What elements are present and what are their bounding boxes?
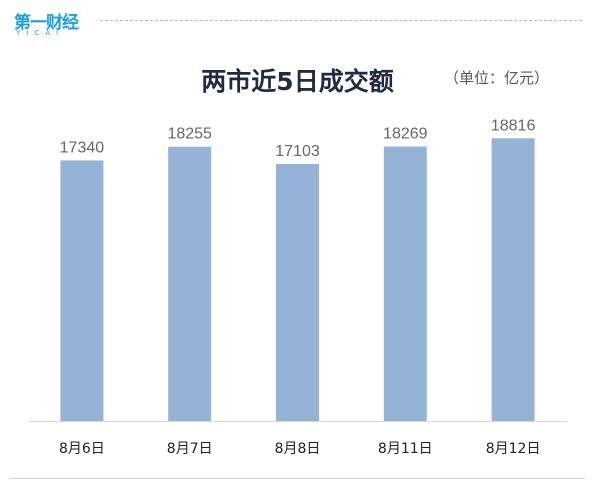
- bar-value-label: 18816: [491, 117, 536, 134]
- bar: [492, 138, 535, 421]
- bar-value-label: 18255: [167, 126, 212, 143]
- bar: [276, 164, 319, 421]
- x-tick-label: 8月12日: [486, 441, 541, 457]
- bar: [60, 160, 103, 421]
- bar: [168, 147, 211, 421]
- x-tick-label: 8月8日: [275, 441, 321, 457]
- bar-value-label: 18269: [383, 125, 428, 142]
- bottom-border: [10, 478, 585, 479]
- x-tick-label: 8月7日: [167, 441, 213, 457]
- x-tick-label: 8月6日: [59, 441, 105, 457]
- x-tick-label: 8月11日: [378, 441, 433, 457]
- bar: [384, 146, 427, 421]
- bar-value-label: 17340: [60, 139, 105, 156]
- bar-value-label: 17103: [275, 143, 320, 160]
